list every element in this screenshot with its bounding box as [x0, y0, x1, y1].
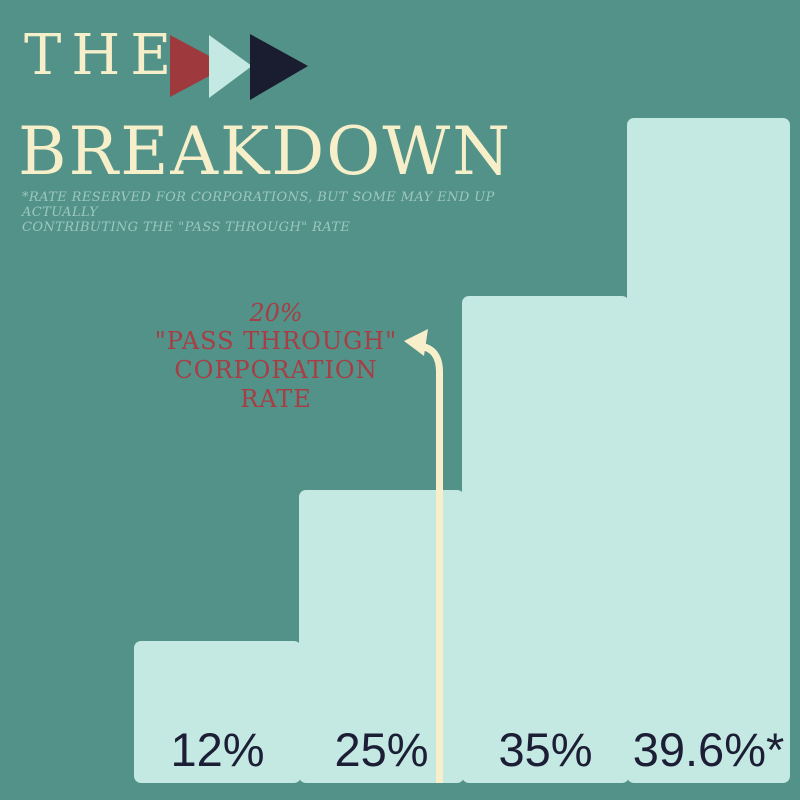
- footnote-line-2: CONTRIBUTING THE "PASS THROUGH" RATE: [22, 220, 351, 235]
- footnote-line-1: *RATE RESERVED FOR CORPORATIONS, BUT SOM…: [22, 190, 495, 220]
- footnote: *RATE RESERVED FOR CORPORATIONS, BUT SOM…: [22, 190, 542, 235]
- annotation-rate: 20%: [249, 299, 303, 327]
- bar-25-percent: 25%: [299, 490, 464, 783]
- navy-triangle-icon: [250, 34, 308, 100]
- annotation-pass-through: "PASS THROUGH": [154, 327, 398, 355]
- title-line-breakdown: BREAKDOWN: [18, 113, 512, 190]
- cyan-triangle-icon: [209, 35, 252, 98]
- triple-play-triangles-icon: [170, 34, 308, 100]
- bar-label-39-6: 39.6%*: [632, 723, 785, 776]
- pass-through-annotation: 20% "PASS THROUGH" CORPORATION RATE: [146, 299, 406, 414]
- red-triangle-icon: [170, 35, 228, 97]
- bar-39-6-percent: 39.6%*: [627, 118, 790, 783]
- bar-35-percent: 35%: [462, 296, 629, 783]
- annotation-corporation-rate: CORPORATION RATE: [174, 356, 378, 413]
- bar-label-12: 12%: [170, 723, 265, 776]
- arrow-head: [404, 329, 428, 356]
- bar-12-percent: 12%: [134, 641, 301, 783]
- bar-label-35: 35%: [498, 723, 593, 776]
- title-line-the: THE: [24, 23, 182, 88]
- bar-label-25: 25%: [334, 723, 429, 776]
